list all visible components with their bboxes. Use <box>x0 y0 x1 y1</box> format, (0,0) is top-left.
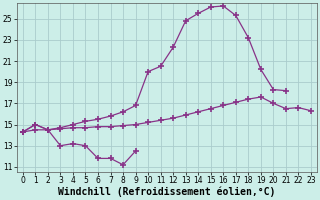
X-axis label: Windchill (Refroidissement éolien,°C): Windchill (Refroidissement éolien,°C) <box>58 187 276 197</box>
